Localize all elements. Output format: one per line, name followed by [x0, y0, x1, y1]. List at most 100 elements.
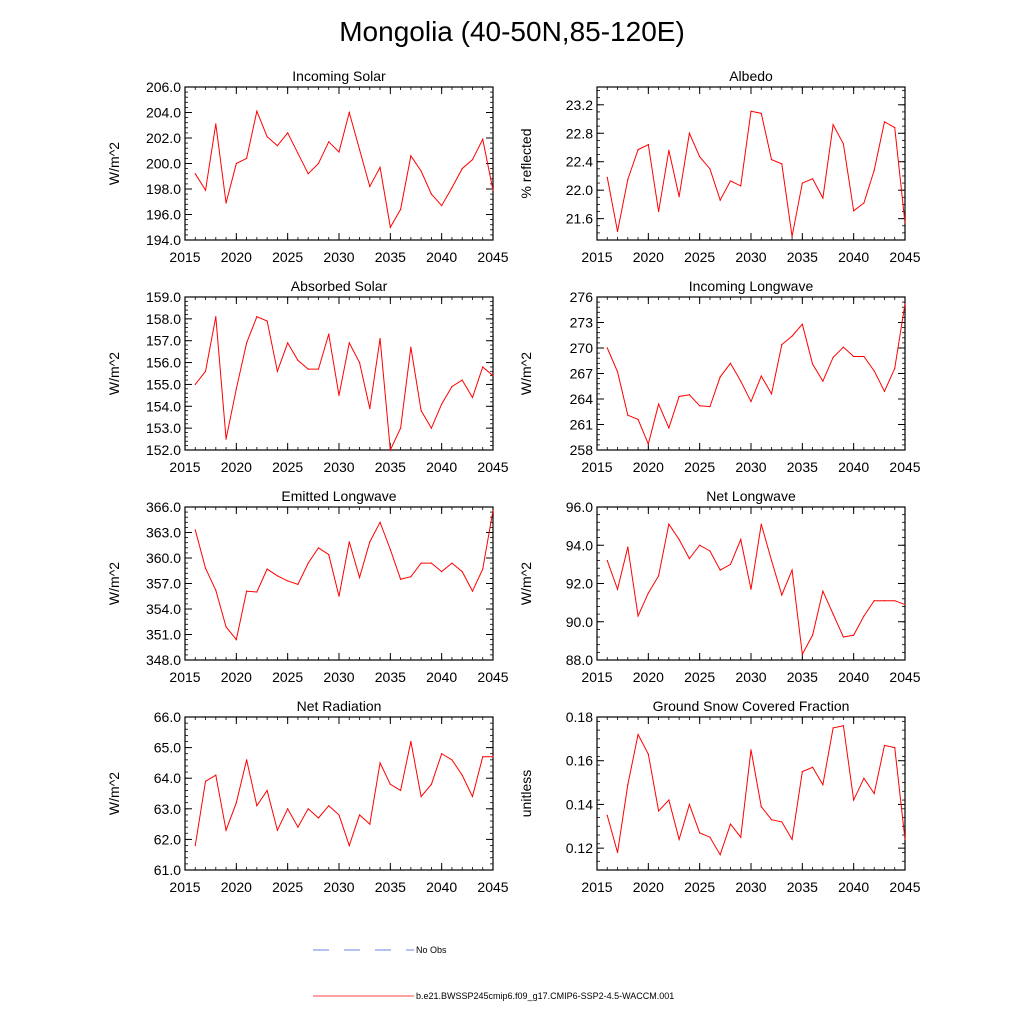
data-point [389, 226, 391, 228]
data-point [276, 145, 278, 147]
x-tick-label: 2015 [581, 249, 612, 265]
data-point [451, 386, 453, 388]
data-point [379, 762, 381, 764]
data-point [482, 756, 484, 758]
series-line-model-run [606, 303, 906, 446]
data-point [215, 316, 217, 318]
data-point [389, 449, 391, 451]
data-point [246, 157, 248, 159]
data-point [616, 230, 619, 233]
legend-label-model-run: b.e21.BWSSP245cmip6.f09_g17.CMIP6-SSP2-4… [416, 991, 674, 1001]
data-point [420, 795, 422, 798]
data-point [348, 541, 350, 543]
data-point [729, 180, 732, 182]
data-point [204, 780, 207, 782]
y-tick-label: 64.0 [154, 770, 181, 786]
x-tick-label: 2045 [477, 669, 508, 685]
data-point [688, 803, 691, 806]
data-point [246, 759, 248, 761]
data-point [287, 808, 289, 810]
data-point [688, 132, 691, 134]
y-tick-label: 22.4 [566, 154, 593, 170]
x-tick-label: 2025 [684, 669, 715, 685]
data-point [883, 600, 886, 602]
data-point [832, 124, 834, 126]
data-point [266, 568, 268, 570]
data-point [688, 394, 691, 396]
data-point [616, 371, 619, 373]
x-tick-label: 2045 [889, 669, 920, 685]
data-point [853, 210, 855, 212]
x-tick-label: 2015 [169, 669, 200, 685]
data-point [276, 829, 278, 831]
y-tick-label: 88.0 [566, 652, 593, 668]
data-point [348, 342, 350, 344]
data-point [492, 509, 494, 511]
data-point [740, 836, 742, 838]
chart-emitted-longwave: Emitted Longwave W/m^2 2015 2020 2025 2030 203… [106, 488, 509, 685]
figure-title: Mongolia (40-50N,85-120E) [339, 16, 685, 47]
y-tick-label: 23.2 [566, 97, 593, 113]
x-tick-label: 2045 [477, 459, 508, 475]
y-tick-label: 351.0 [146, 627, 181, 643]
chart-albedo: Albedo % reflected 2015 2020 2025 2030 2035 204… [518, 68, 921, 265]
data-point [647, 753, 649, 755]
x-tick-label: 2020 [221, 879, 252, 895]
data-point [904, 603, 906, 606]
data-point [328, 333, 330, 335]
y-tick-label: 196.0 [146, 207, 181, 223]
y-tick-label: 258 [570, 442, 594, 458]
data-point [853, 799, 855, 801]
data-point [348, 111, 350, 114]
data-point [688, 558, 691, 560]
data-point [369, 823, 371, 825]
data-point [348, 844, 350, 847]
data-point [194, 529, 196, 531]
data-point [194, 844, 196, 847]
x-tick-label: 2045 [477, 249, 508, 265]
data-point [256, 805, 258, 807]
data-point [668, 149, 670, 151]
y-tick-label: 202.0 [146, 130, 181, 146]
data-point [266, 789, 268, 792]
x-tick-label: 2045 [889, 879, 920, 895]
x-tick-label: 2030 [323, 249, 354, 265]
y-axis-label: unitless [518, 770, 534, 817]
x-tick-label: 2040 [426, 459, 457, 475]
y-tick-label: 261 [570, 417, 594, 433]
chart-net-radiation: Net Radiation W/m^2 2015 2020 2025 2030 2035 20… [106, 698, 509, 895]
data-point [894, 747, 896, 749]
data-point [441, 571, 443, 573]
y-tick-label: 92.0 [566, 576, 593, 592]
x-tick-label: 2045 [889, 459, 920, 475]
data-point [637, 733, 639, 736]
data-point [842, 143, 845, 145]
data-point [842, 346, 845, 348]
data-point [832, 356, 834, 358]
data-point [904, 838, 906, 841]
y-axis-label: % reflected [518, 128, 534, 198]
data-point [471, 396, 474, 399]
data-point [338, 595, 340, 597]
data-point [400, 789, 402, 792]
x-tick-label: 2040 [838, 249, 869, 265]
data-point [317, 368, 320, 370]
x-tick-label: 2035 [787, 249, 818, 265]
y-tick-label: 360.0 [146, 550, 181, 566]
data-point [235, 388, 237, 390]
chart-panels: Incoming Solar W/m^2 2015 2020 2025 2030 2035 2… [106, 68, 921, 895]
data-point [709, 168, 711, 170]
data-point [750, 588, 752, 590]
x-tick-label: 2025 [272, 459, 303, 475]
data-point [668, 523, 670, 525]
data-point [410, 346, 412, 348]
data-point [266, 136, 268, 138]
data-point [842, 636, 845, 638]
data-point [492, 756, 494, 758]
data-point [883, 744, 886, 747]
y-tick-label: 158.0 [146, 311, 181, 327]
y-tick-label: 156.0 [146, 355, 181, 371]
data-point [760, 523, 762, 525]
y-tick-label: 90.0 [566, 614, 593, 630]
data-point [606, 559, 608, 562]
